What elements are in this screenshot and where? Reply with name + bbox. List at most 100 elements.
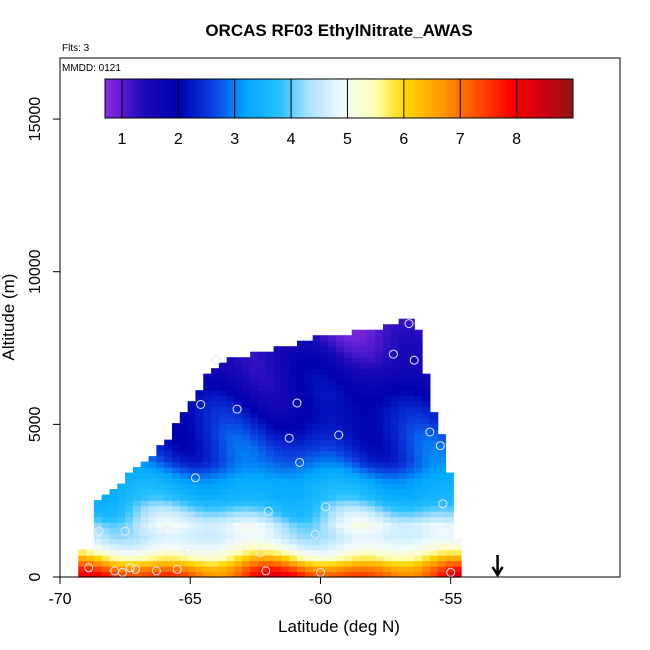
- heatmap-cell: [453, 555, 462, 562]
- heatmap-cell: [273, 461, 282, 468]
- heatmap-cell: [390, 511, 400, 518]
- heatmap-cell: [195, 544, 204, 551]
- heatmap-cell: [257, 368, 267, 375]
- heatmap-cell: [172, 428, 181, 435]
- heatmap-cell: [398, 390, 408, 397]
- heatmap-cell: [195, 450, 204, 457]
- heatmap-cell: [343, 373, 353, 380]
- heatmap-cell: [203, 560, 212, 567]
- heatmap-cell: [179, 412, 189, 419]
- heatmap-cell: [390, 390, 400, 397]
- heatmap-cell: [398, 428, 408, 435]
- heatmap-cell: [304, 516, 314, 523]
- heatmap-cell: [250, 368, 259, 375]
- heatmap-cell: [148, 527, 157, 534]
- colorbar-segment: [207, 79, 211, 118]
- colorbar-segment: [547, 79, 551, 118]
- heatmap-cell: [203, 390, 212, 397]
- heatmap-cell: [445, 505, 454, 512]
- heatmap-cell: [422, 500, 431, 507]
- heatmap-cell: [281, 538, 290, 545]
- heatmap-cell: [242, 549, 251, 556]
- heatmap-cell: [359, 461, 368, 468]
- heatmap-cell: [257, 351, 267, 358]
- heatmap-cell: [164, 566, 173, 573]
- heatmap-cell: [359, 329, 368, 336]
- heatmap-cell: [281, 494, 290, 501]
- heatmap-cell: [257, 461, 267, 468]
- heatmap-cell: [226, 362, 236, 369]
- heatmap-cell: [437, 445, 447, 452]
- colorbar-segment: [271, 79, 274, 118]
- heatmap-cell: [375, 478, 384, 485]
- heatmap-cell: [78, 571, 87, 578]
- heatmap-cell: [273, 555, 282, 562]
- heatmap-cell: [297, 544, 306, 551]
- heatmap-cell: [375, 450, 384, 457]
- heatmap-cell: [195, 483, 204, 490]
- heatmap-cell: [187, 478, 197, 485]
- sample-point: [190, 473, 200, 483]
- colorbar-segment: [116, 79, 120, 118]
- heatmap-cell: [242, 456, 251, 463]
- heatmap-cell: [132, 555, 142, 562]
- heatmap-cell: [195, 467, 204, 474]
- heatmap-cell: [242, 412, 251, 419]
- heatmap-cell: [351, 456, 361, 463]
- heatmap-cell: [398, 549, 408, 556]
- heatmap-cell: [265, 406, 275, 413]
- heatmap-cell: [156, 450, 165, 457]
- heatmap-cell: [156, 505, 165, 512]
- heatmap-cell: [382, 412, 392, 419]
- colorbar-segment: [196, 79, 200, 118]
- heatmap-cell: [320, 401, 329, 408]
- heatmap-cell: [109, 555, 118, 562]
- colorbar-segment: [229, 79, 232, 118]
- heatmap-cell: [257, 434, 267, 441]
- heatmap-cell: [164, 560, 173, 567]
- colorbar-segment: [280, 79, 284, 118]
- heatmap-cell: [86, 560, 95, 567]
- heatmap-cell: [179, 500, 189, 507]
- heatmap-cell: [328, 505, 337, 512]
- heatmap-cell: [172, 555, 181, 562]
- heatmap-cell: [437, 467, 447, 474]
- heatmap-cell: [250, 450, 259, 457]
- heatmap-cell: [250, 379, 259, 386]
- heatmap-cell: [343, 406, 353, 413]
- heatmap-cell: [164, 511, 173, 518]
- colorbar-segment: [434, 79, 438, 118]
- heatmap-cell: [375, 401, 384, 408]
- heatmap-cell: [234, 395, 243, 402]
- heatmap-cell: [304, 368, 314, 375]
- heatmap-cell: [265, 428, 275, 435]
- heatmap-cell: [312, 423, 322, 430]
- heatmap-cell: [109, 566, 118, 573]
- heatmap-cell: [218, 511, 228, 518]
- heatmap-cell: [203, 489, 212, 496]
- heatmap-cell: [328, 549, 337, 556]
- heatmap-cell: [297, 445, 306, 452]
- heatmap-cell: [422, 450, 431, 457]
- colorbar-segment: [523, 79, 527, 118]
- heatmap-cell: [406, 533, 415, 540]
- heatmap-cell: [203, 379, 212, 386]
- colorbar-segment: [303, 79, 307, 118]
- colorbar-segment: [287, 79, 291, 118]
- heatmap-cell: [164, 571, 173, 578]
- heatmap-cell: [117, 494, 126, 501]
- heatmap-cell: [414, 390, 423, 397]
- heatmap-cell: [445, 483, 454, 490]
- heatmap-cell: [297, 516, 306, 523]
- heatmap-cell: [273, 428, 282, 435]
- heatmap-cell: [218, 505, 228, 512]
- heatmap-cell: [359, 527, 368, 534]
- heatmap-cell: [445, 489, 454, 496]
- heatmap-cell: [179, 450, 189, 457]
- heatmap-cell: [140, 511, 150, 518]
- heatmap-cell: [359, 522, 368, 529]
- heatmap-cell: [406, 483, 415, 490]
- heatmap-cell: [328, 357, 337, 364]
- heatmap-cell: [320, 549, 329, 556]
- colorbar-segment: [210, 79, 214, 118]
